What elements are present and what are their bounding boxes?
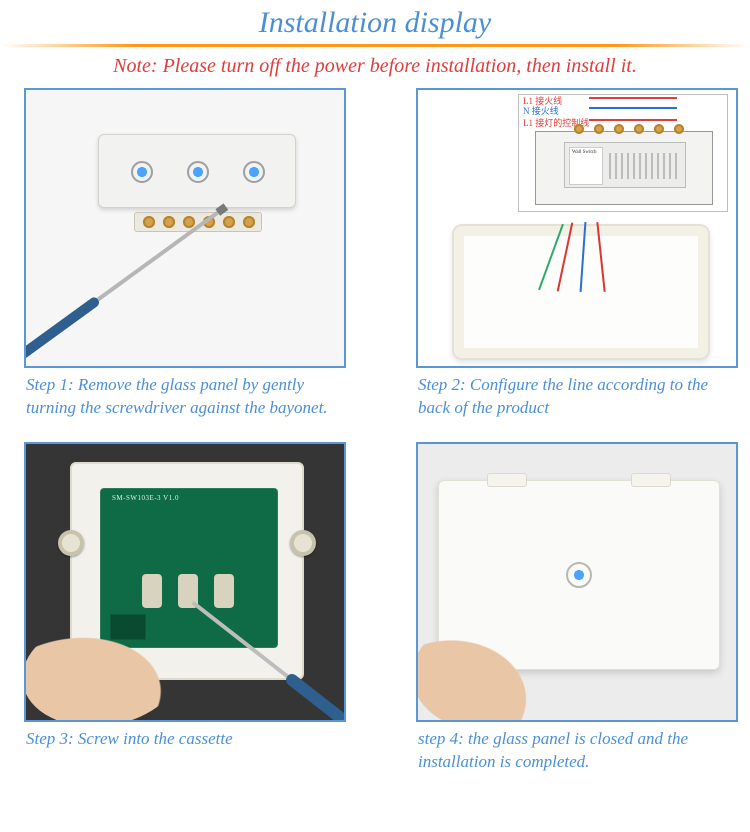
page-title: Installation display xyxy=(0,0,750,44)
step1-caption: Step 1: Remove the glass panel by gently… xyxy=(24,368,344,434)
wall-backbox xyxy=(452,224,710,360)
touch-button-icon xyxy=(187,161,209,183)
step3-caption: Step 3: Screw into the cassette xyxy=(24,722,344,765)
wire-blue-icon xyxy=(580,222,587,292)
step4-caption: step 4: the glass panel is closed and th… xyxy=(416,722,736,788)
touch-button-icon xyxy=(243,161,265,183)
step3-cell: SM-SW103E-3 V1.0 Step 3: Screw into the … xyxy=(24,442,346,788)
wire-red-icon xyxy=(596,222,605,292)
step3-image: SM-SW103E-3 V1.0 xyxy=(24,442,346,722)
step4-image xyxy=(416,442,738,722)
product-label-icon xyxy=(569,147,603,185)
step2-cell: L1 接火线 N 接火线 L1 接灯的控制线 xyxy=(416,88,738,434)
switch-back-schematic xyxy=(535,131,713,205)
touch-button-icon xyxy=(131,161,153,183)
screwdriver-icon xyxy=(24,201,230,368)
clip-icon xyxy=(631,473,671,487)
title-divider xyxy=(0,44,750,47)
vent-slots-icon xyxy=(609,153,679,179)
touch-button-icon xyxy=(566,562,592,588)
step1-image xyxy=(24,88,346,368)
clip-icon xyxy=(487,473,527,487)
switch-front-panel xyxy=(98,134,296,208)
step1-cell: Step 1: Remove the glass panel by gently… xyxy=(24,88,346,434)
screw-icon xyxy=(58,530,84,556)
step2-image: L1 接火线 N 接火线 L1 接灯的控制线 xyxy=(416,88,738,368)
step4-cell: step 4: the glass panel is closed and th… xyxy=(416,442,738,788)
warning-note: Note: Please turn off the power before i… xyxy=(0,53,750,88)
step2-caption: Step 2: Configure the line according to … xyxy=(416,368,736,434)
steps-grid: Step 1: Remove the glass panel by gently… xyxy=(0,88,750,788)
screw-icon xyxy=(290,530,316,556)
wiring-diagram: L1 接火线 N 接火线 L1 接灯的控制线 xyxy=(518,94,728,212)
